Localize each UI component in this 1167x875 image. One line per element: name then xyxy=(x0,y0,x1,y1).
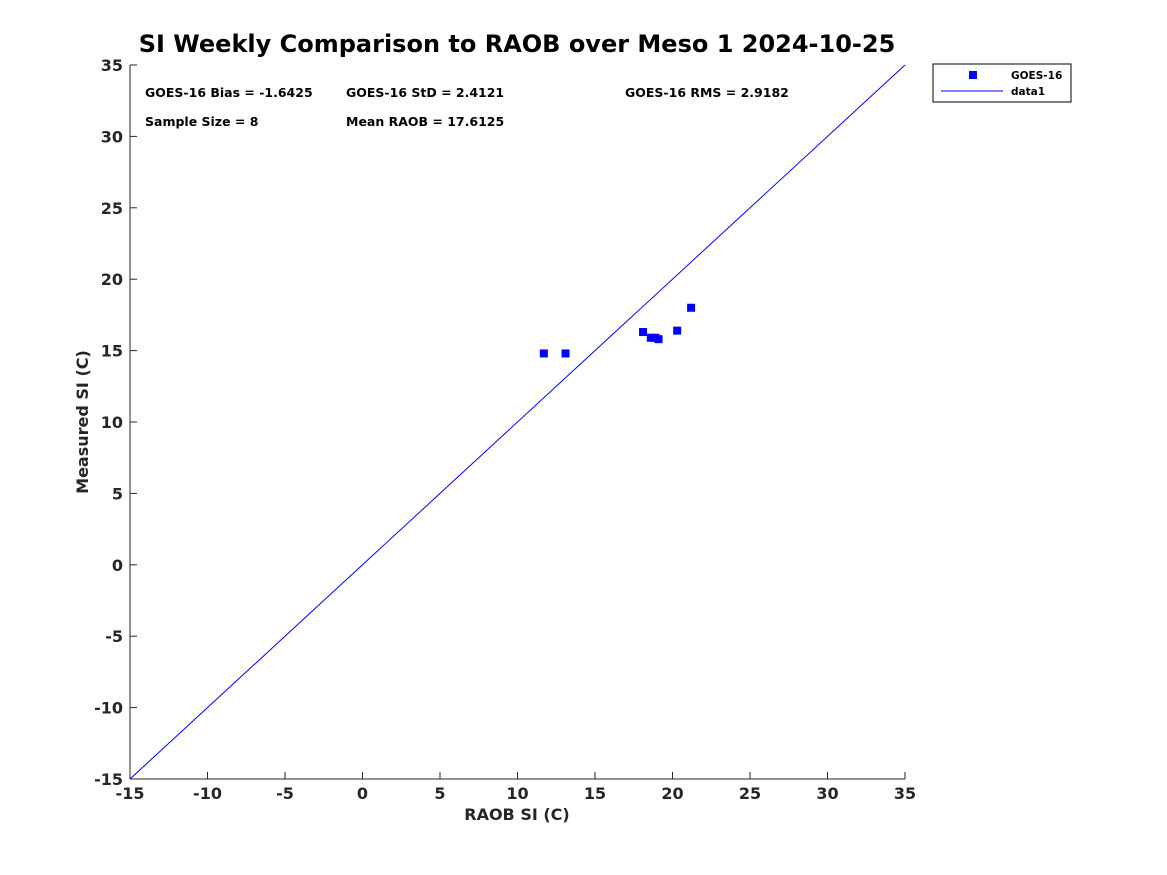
y-tick-label: 15 xyxy=(101,342,123,361)
x-tick-label: 20 xyxy=(661,784,683,803)
legend-box xyxy=(932,63,1072,103)
x-tick-label: 5 xyxy=(434,784,445,803)
legend-label-goes16: GOES-16 xyxy=(1011,70,1062,82)
std-annotation: GOES-16 StD = 2.4121 xyxy=(346,85,504,100)
y-tick-label: 5 xyxy=(112,484,123,503)
y-axis-ticks: -15 -10 -5 0 5 10 15 20 25 30 35 xyxy=(94,56,137,789)
chart-title: SI Weekly Comparison to RAOB over Meso 1… xyxy=(139,30,896,58)
y-tick-label: 25 xyxy=(101,199,123,218)
sample-size-annotation: Sample Size = 8 xyxy=(145,114,258,129)
y-tick-label: 20 xyxy=(101,270,123,289)
data-point-goes16 xyxy=(561,349,570,358)
y-tick-label: 10 xyxy=(101,413,123,432)
x-tick-label: 35 xyxy=(894,784,916,803)
y-tick-label: -15 xyxy=(94,770,123,789)
x-tick-label: 10 xyxy=(506,784,528,803)
x-axis-ticks: -15 -10 -5 0 5 10 15 20 25 30 35 xyxy=(116,772,916,803)
y-tick-label: -10 xyxy=(94,699,123,718)
rms-annotation: GOES-16 RMS = 2.9182 xyxy=(625,85,789,100)
y-tick-label: 30 xyxy=(101,127,123,146)
data-point-goes16 xyxy=(654,335,663,344)
y-tick-label: -5 xyxy=(105,627,123,646)
y-tick-label: 0 xyxy=(112,556,123,575)
data-point-goes16 xyxy=(673,326,682,335)
x-tick-label: 25 xyxy=(739,784,761,803)
data-point-goes16 xyxy=(646,333,655,342)
legend-label-data1: data1 xyxy=(1011,86,1045,98)
x-tick-label: 30 xyxy=(816,784,838,803)
y-tick-label: 35 xyxy=(101,56,123,75)
x-axis-label: RAOB SI (C) xyxy=(464,805,569,824)
x-tick-label: -10 xyxy=(193,784,222,803)
mean-raob-annotation: Mean RAOB = 17.6125 xyxy=(346,114,504,129)
legend: GOES-16 data1 xyxy=(932,63,1072,103)
y-axis-label: Measured SI (C) xyxy=(73,350,92,494)
data-points-group xyxy=(539,303,696,358)
data-point-goes16 xyxy=(687,303,696,312)
x-tick-label: 0 xyxy=(357,784,368,803)
x-tick-label: -5 xyxy=(276,784,294,803)
data-point-goes16 xyxy=(539,349,548,358)
legend-marker-goes16 xyxy=(969,71,977,79)
reference-line-data1 xyxy=(129,64,906,780)
x-tick-label: -15 xyxy=(116,784,145,803)
data-point-goes16 xyxy=(639,328,648,337)
reference-line-group xyxy=(129,64,906,780)
bias-annotation: GOES-16 Bias = -1.6425 xyxy=(145,85,313,100)
x-tick-label: 15 xyxy=(584,784,606,803)
